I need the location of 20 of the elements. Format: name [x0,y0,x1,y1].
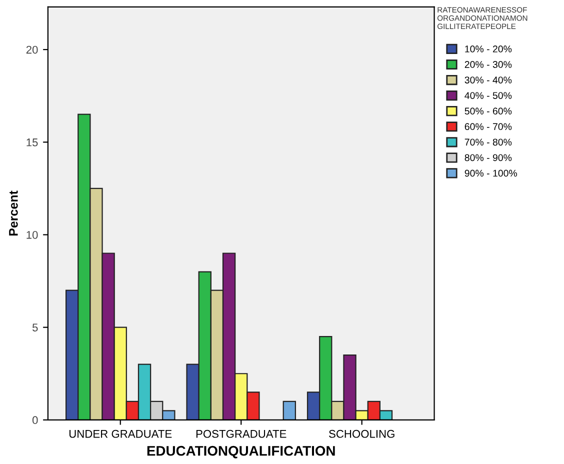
legend-label: 50% - 60% [464,108,512,115]
y-axis-title: Percent [9,190,18,236]
y-tick-label: 5 [32,324,38,332]
legend-label: 10% - 20% [465,46,512,52]
x-tick-label: SCHOOLING [329,430,394,438]
x-axis-title: EDUCATIONQUALIFICATION [147,446,335,458]
legend-label: 40% - 50% [464,92,512,99]
legend-label: 80% - 90% [464,154,512,162]
legend-label: 30% - 40% [464,76,512,84]
bar [282,400,296,420]
legend-label: 60% - 70% [464,123,512,130]
y-tick-label: 10 [26,231,38,239]
x-tick-label: POSTGRADUATE [196,430,286,438]
y-tick-label: 15 [26,138,38,146]
y-tick-label: 20 [26,46,38,54]
y-tick-label: 0 [32,416,38,424]
legend-label: 70% - 80% [464,138,512,146]
legend-label: 90% - 100% [464,170,518,177]
legend-label: 20% - 30% [464,61,512,68]
x-tick-label: UNDER GRADUATE [69,430,172,438]
